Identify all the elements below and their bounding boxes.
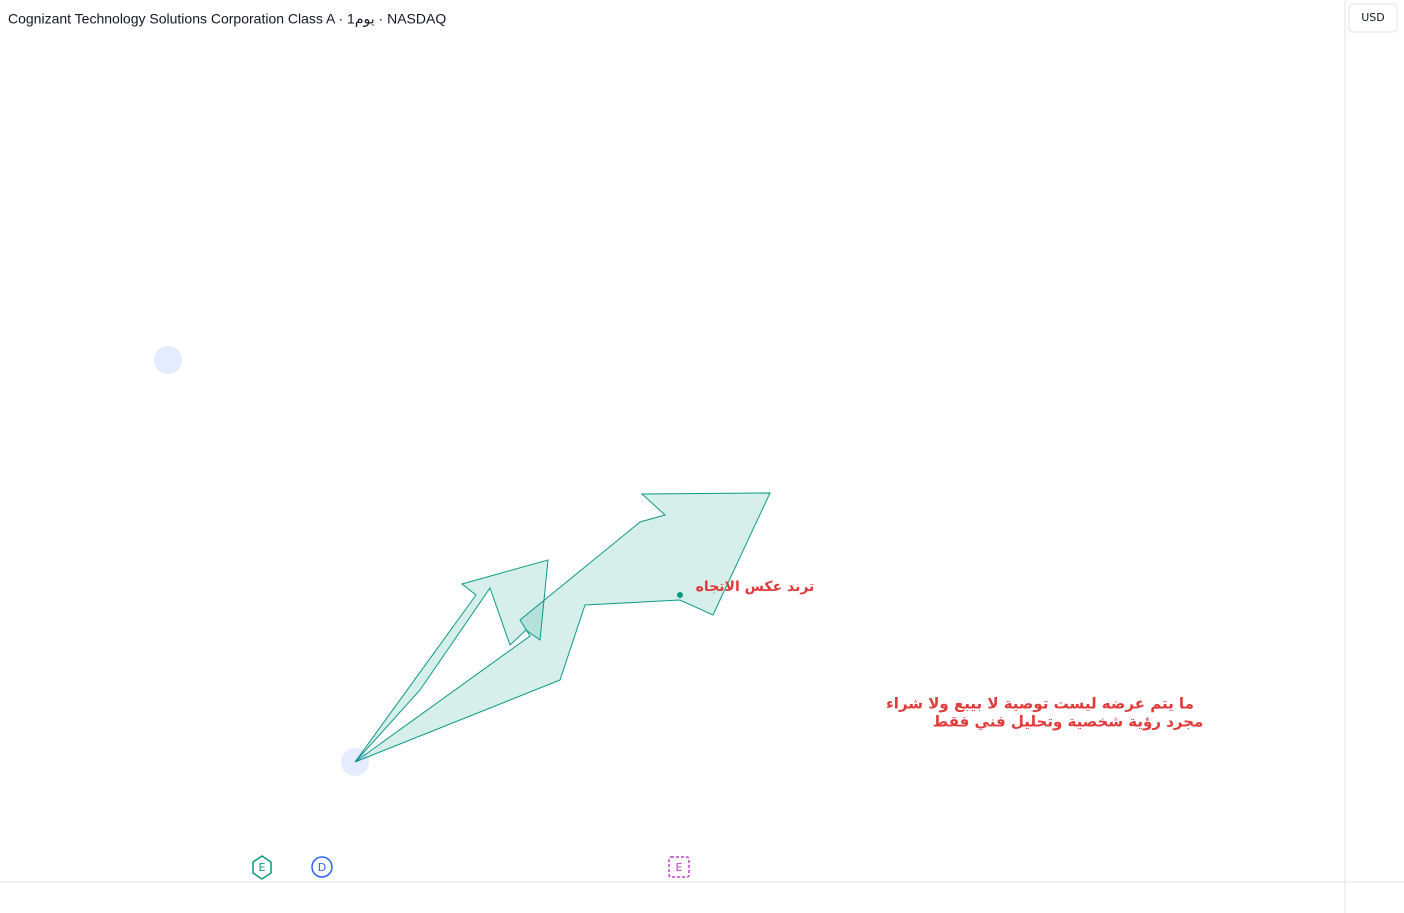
price-axis-panel	[1345, 0, 1404, 913]
event-label[interactable]: E	[676, 861, 683, 874]
event-icon[interactable]: E	[668, 856, 690, 878]
currency-button[interactable]	[1348, 3, 1398, 33]
event-icon[interactable]: E	[252, 855, 272, 880]
event-label[interactable]: D	[318, 861, 326, 874]
annotation: مجرد رؤية شخصية وتحليل فني فقط	[933, 713, 1204, 731]
event-label[interactable]: E	[259, 861, 266, 874]
chart-title: Cognizant Technology Solutions Corporati…	[8, 11, 446, 28]
arrow-drawing	[354, 559, 549, 763]
event-icon[interactable]: D	[311, 856, 333, 878]
annotation: ترند عكس الاتجاه	[696, 579, 815, 595]
currency-label[interactable]: USD	[1361, 11, 1385, 24]
anchor-dot	[677, 592, 683, 598]
anchor-highlight	[154, 346, 182, 374]
arrow-drawing	[354, 492, 771, 763]
anchor-highlight	[341, 748, 369, 776]
annotation: ما يتم عرضه ليست توصية لا بيبع ولا شراء	[886, 695, 1194, 713]
